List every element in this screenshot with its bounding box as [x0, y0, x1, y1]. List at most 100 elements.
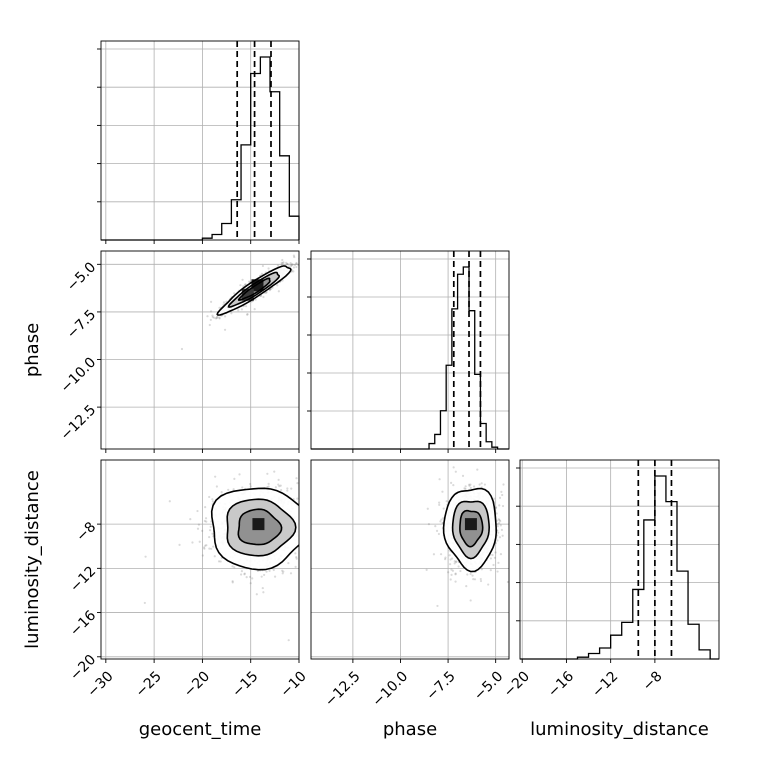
sample-point: [222, 301, 226, 304]
sample-point: [266, 472, 269, 475]
sample-point: [178, 543, 181, 546]
sample-point: [469, 483, 472, 486]
panel-frame: [100, 459, 300, 660]
sample-point: [295, 262, 298, 265]
sample-point: [449, 563, 452, 566]
sample-point: [196, 509, 199, 513]
sample-point: [472, 485, 476, 488]
sample-point: [208, 547, 211, 550]
sample-point: [306, 543, 308, 545]
xtick-label-phase: −10.0: [370, 668, 412, 710]
sample-point: [277, 483, 280, 486]
sample-point: [498, 518, 501, 522]
sample-point: [241, 486, 244, 489]
sample-point: [359, 511, 361, 513]
sample-point: [439, 553, 443, 556]
sample-point: [243, 573, 246, 576]
sample-point: [229, 442, 231, 444]
sample-point: [218, 317, 221, 320]
sample-point: [299, 521, 301, 523]
sample-point: [498, 504, 501, 507]
sample-point: [281, 258, 284, 262]
sample-point: [339, 538, 341, 540]
sample-point: [286, 487, 289, 490]
sample-point: [497, 518, 500, 521]
sample-point: [272, 568, 275, 572]
sample-point: [478, 483, 481, 486]
sample-point: [510, 498, 512, 500]
sample-point: [465, 585, 468, 588]
sample-point: [282, 570, 285, 573]
sample-point: [286, 262, 289, 266]
panel-frame: [310, 459, 510, 660]
sample-point: [304, 537, 306, 539]
sample-point: [291, 269, 294, 272]
sample-point: [444, 556, 447, 559]
sample-point: [263, 573, 266, 577]
sample-point: [439, 520, 442, 523]
sample-point: [302, 493, 304, 495]
sample-point: [294, 565, 297, 568]
contour-line: [442, 487, 498, 573]
sample-point: [231, 581, 234, 584]
sample-point: [259, 294, 263, 298]
sample-point: [230, 312, 233, 315]
sample-point: [426, 507, 429, 510]
sample-point: [435, 529, 439, 532]
sample-point: [436, 604, 439, 608]
sample-point: [454, 580, 457, 583]
sample-point: [247, 280, 251, 283]
sample-point: [198, 540, 201, 543]
sample-point: [211, 314, 214, 317]
sample-point: [208, 323, 211, 327]
xtick-label-phase: −7.5: [423, 668, 458, 703]
sample-point: [469, 599, 472, 602]
sample-point: [480, 482, 483, 485]
sample-point: [438, 503, 441, 506]
sample-point: [500, 528, 504, 531]
sample-point: [241, 278, 244, 281]
sample-point: [251, 455, 253, 457]
sample-point: [238, 473, 241, 476]
sample-point: [267, 267, 270, 270]
sample-point: [317, 505, 319, 507]
sample-point: [489, 568, 492, 572]
sample-point: [480, 568, 483, 571]
sample-point: [314, 255, 316, 257]
contour-line: [226, 498, 297, 557]
xaxis-label-geocent_time: geocent_time: [139, 719, 262, 740]
contour-line: [210, 487, 299, 571]
sample-point: [248, 575, 252, 578]
sample-point: [218, 316, 221, 319]
ytick-label-luminosity_distance: −12: [67, 563, 99, 595]
sample-point: [464, 487, 467, 491]
sample-point: [302, 503, 304, 505]
sample-point: [189, 518, 192, 521]
contour-line: [227, 271, 281, 308]
sample-point: [254, 298, 257, 301]
sample-point: [494, 506, 497, 510]
sample-point: [455, 560, 458, 563]
sample-point: [232, 488, 235, 491]
sample-point: [268, 289, 271, 292]
sample-point: [296, 497, 299, 500]
sample-point: [301, 547, 303, 549]
sample-point: [290, 487, 293, 490]
contour-line: [216, 265, 292, 316]
sample-point: [509, 454, 511, 456]
density-bin: [252, 518, 265, 531]
sample-point: [251, 577, 254, 580]
sample-point: [494, 551, 497, 554]
sample-point: [479, 577, 482, 581]
sample-point: [246, 313, 249, 316]
ytick-label-luminosity_distance: −16: [67, 607, 99, 639]
sample-point: [144, 555, 147, 558]
sample-point: [304, 508, 306, 510]
sample-point: [292, 270, 295, 273]
sample-point: [290, 264, 293, 268]
xtick-label-luminosity_distance: −8: [640, 668, 666, 694]
sample-point: [281, 456, 283, 458]
sample-point: [498, 496, 502, 499]
sample-point: [304, 258, 306, 260]
sample-point: [208, 529, 212, 532]
